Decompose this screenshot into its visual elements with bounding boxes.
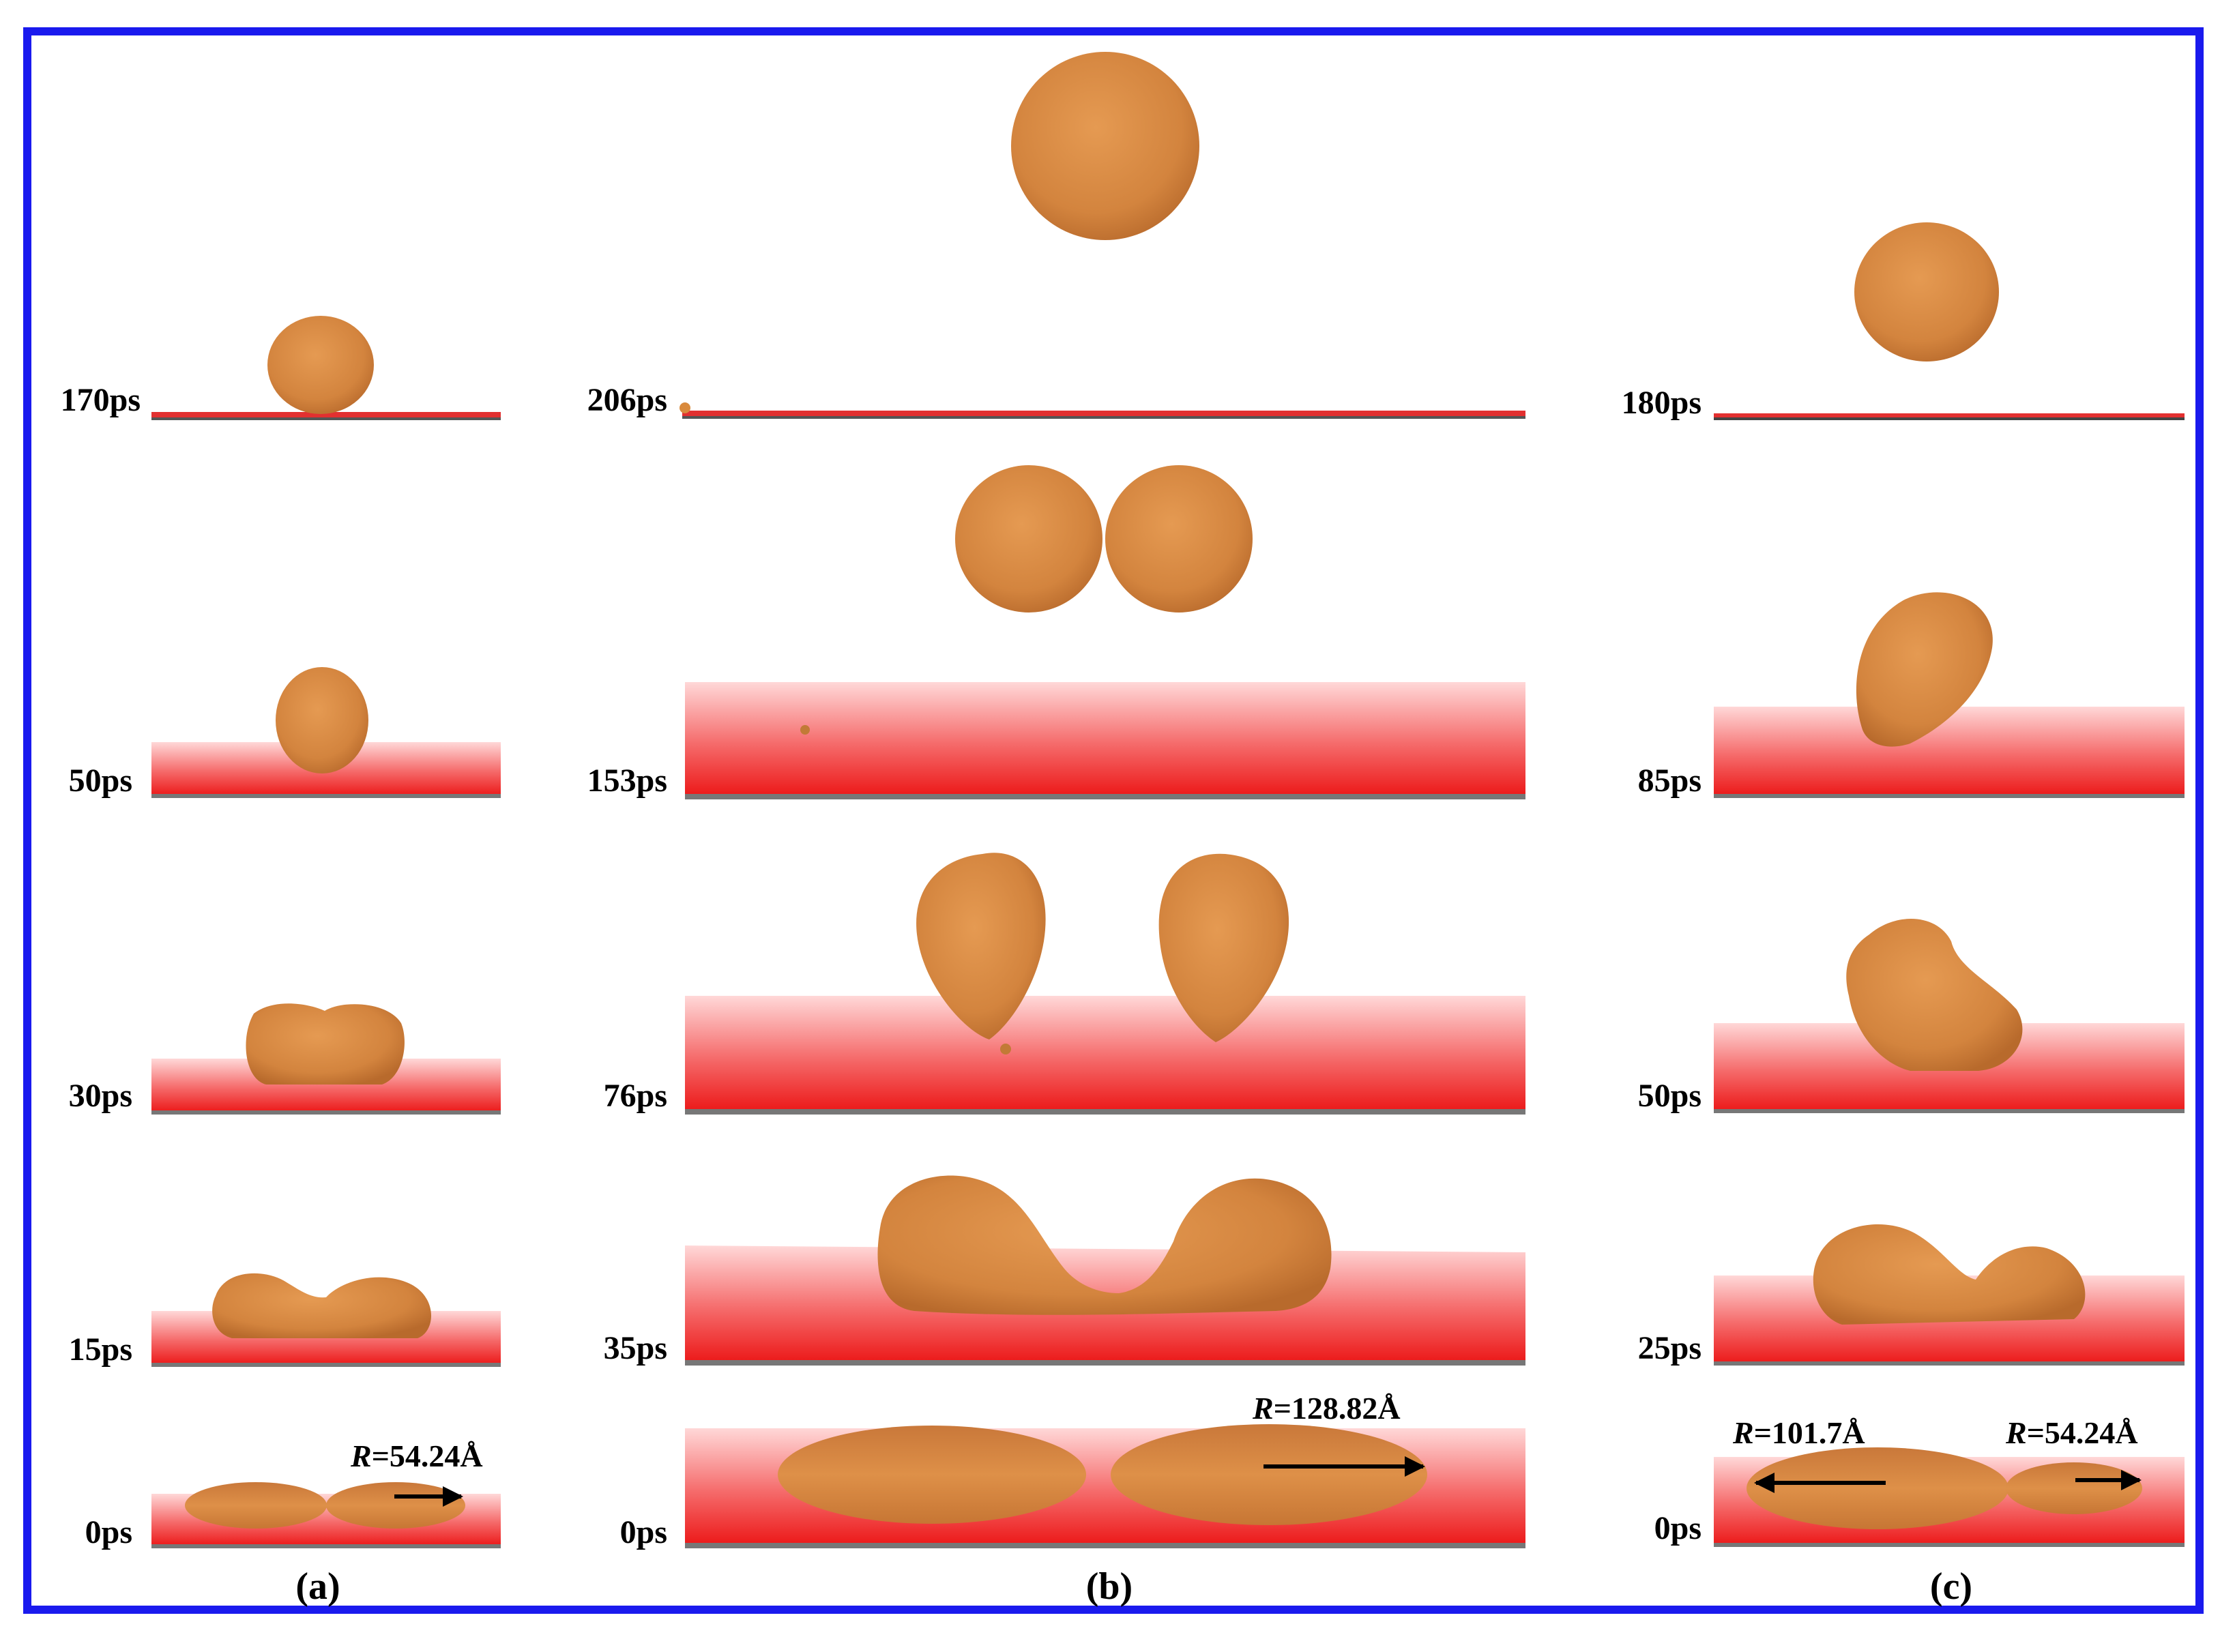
droplet-left	[778, 1426, 1086, 1524]
substrate-base	[685, 794, 1525, 799]
snapshot-c-180ps: 180ps	[1622, 222, 2185, 421]
substrate-base	[682, 416, 1525, 419]
droplet	[1856, 592, 1993, 747]
droplet	[1011, 52, 1199, 240]
snapshot-a-15ps: 15ps	[69, 1273, 501, 1368]
droplet-bridge	[1813, 1224, 2086, 1325]
snapshot-a-170ps: 170ps	[61, 316, 501, 420]
substrate-base	[1714, 1543, 2185, 1547]
droplet	[267, 316, 374, 414]
figure-frame	[23, 27, 2204, 1614]
droplet-right	[1111, 1424, 1427, 1525]
snapshot-c-25ps: 25ps	[1638, 1224, 2185, 1366]
time-label: 180ps	[1622, 385, 1701, 421]
snapshot-b-0ps: R=128.82Å 0ps	[620, 1391, 1525, 1550]
time-label: 76ps	[604, 1078, 667, 1114]
substrate	[1714, 413, 2185, 419]
snapshot-a-50ps: 50ps	[69, 667, 501, 799]
droplet-bridge	[877, 1175, 1332, 1315]
droplet-small	[2006, 1462, 2142, 1514]
droplet	[212, 1273, 432, 1338]
droplet-fragment	[680, 402, 690, 413]
panel-label: (a)	[295, 1565, 340, 1608]
panel-b: 206ps 153ps 76ps 35ps	[587, 52, 1525, 1608]
panel-c: 180ps 85ps 50ps 25ps	[1622, 222, 2185, 1608]
droplet-left	[185, 1482, 327, 1529]
substrate-base	[1714, 1361, 2185, 1366]
substrate-base	[1714, 794, 2185, 798]
radius-label: R=128.82Å	[1252, 1391, 1401, 1426]
droplet	[276, 667, 368, 773]
time-label: 30ps	[69, 1078, 132, 1114]
droplet	[1846, 919, 2023, 1071]
substrate-base	[685, 1360, 1525, 1366]
time-label: 0ps	[85, 1514, 132, 1550]
snapshot-b-153ps: 153ps	[587, 465, 1525, 799]
snapshot-b-76ps: 76ps	[604, 853, 1525, 1115]
substrate-base	[151, 417, 501, 420]
droplet-right	[1158, 853, 1289, 1042]
time-label: 206ps	[587, 382, 667, 418]
substrate-base	[1714, 1109, 2185, 1113]
substrate	[682, 411, 1525, 417]
time-label: 170ps	[61, 382, 141, 418]
snapshot-a-30ps: 30ps	[69, 1003, 501, 1115]
droplet-right	[1105, 465, 1253, 613]
substrate	[685, 996, 1525, 1110]
panel-label: (b)	[1086, 1565, 1133, 1608]
time-label: 25ps	[1638, 1330, 1701, 1366]
droplet	[1854, 222, 1999, 362]
substrate-base	[151, 1363, 501, 1367]
time-label: 15ps	[69, 1331, 132, 1368]
droplet-fragment	[1000, 1044, 1011, 1054]
substrate-base	[151, 794, 501, 798]
time-label: 35ps	[604, 1330, 667, 1366]
droplet-fragment	[800, 725, 810, 735]
snapshot-b-206ps: 206ps	[587, 52, 1525, 419]
droplet-left	[916, 853, 1046, 1039]
snapshot-a-0ps: R=54.24Å 0ps	[85, 1439, 501, 1550]
substrate	[1714, 707, 2185, 795]
substrate-base	[151, 1544, 501, 1548]
time-label: 50ps	[1638, 1078, 1701, 1114]
time-label: 153ps	[587, 763, 667, 799]
droplet-right	[326, 1482, 465, 1529]
time-label: 0ps	[1654, 1510, 1701, 1546]
substrate-base	[151, 1110, 501, 1115]
substrate-base	[685, 1109, 1525, 1115]
panel-a: 170ps 50ps 30ps 15ps	[61, 316, 501, 1608]
droplet-left	[955, 465, 1102, 613]
substrate-base	[1714, 417, 2185, 420]
snapshot-c-0ps: R=101.7Å R=54.24Å 0ps	[1654, 1415, 2185, 1547]
substrate-base	[685, 1543, 1525, 1548]
snapshot-c-50ps: 50ps	[1638, 919, 2185, 1114]
snapshot-b-35ps: 35ps	[604, 1175, 1525, 1366]
panel-label: (c)	[1930, 1565, 1972, 1608]
droplet-large	[1747, 1447, 2008, 1529]
time-label: 50ps	[69, 763, 132, 799]
snapshot-c-85ps: 85ps	[1638, 592, 2185, 799]
time-label: 0ps	[620, 1514, 667, 1550]
substrate	[151, 412, 501, 419]
droplet	[246, 1003, 405, 1085]
radius-label-large: R=101.7Å	[1732, 1415, 1865, 1450]
time-label: 85ps	[1638, 763, 1701, 799]
radius-label-small: R=54.24Å	[2005, 1415, 2138, 1450]
substrate	[685, 682, 1525, 795]
radius-label: R=54.24Å	[350, 1439, 483, 1473]
